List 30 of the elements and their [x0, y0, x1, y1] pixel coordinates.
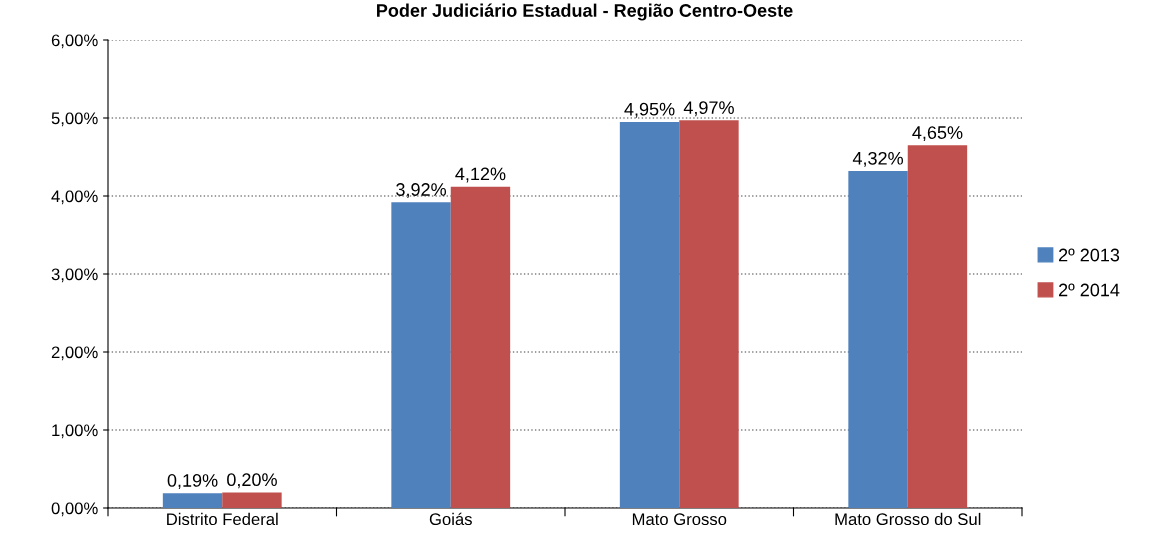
bar — [162, 493, 223, 508]
data-label: 0,19% — [167, 474, 218, 489]
data-label: 4,97% — [683, 101, 734, 117]
y-tick-label: 6,00% — [51, 34, 98, 49]
bar — [679, 120, 739, 508]
data-label: 3,92% — [396, 183, 446, 199]
data-label: 4,12% — [455, 167, 506, 183]
bar — [619, 121, 680, 508]
data-label: 4,65% — [912, 126, 963, 142]
y-tick-label: 0,00% — [51, 502, 98, 517]
data-label: 0,20% — [227, 473, 277, 489]
bar — [391, 202, 451, 508]
bar — [450, 186, 511, 508]
x-tick-label: Mato Grosso do Sul — [835, 512, 981, 526]
bar — [222, 492, 282, 508]
x-tick-label: Distrito Federal — [167, 512, 278, 526]
y-tick-label: 4,00% — [51, 190, 98, 205]
y-tick-label: 1,00% — [52, 424, 98, 439]
x-tick-label: Mato Grosso — [632, 513, 727, 526]
y-tick-label: 3,00% — [51, 268, 98, 283]
x-tick-label: Goiás — [429, 512, 472, 526]
chart-title: Poder Judiciário Estadual - Região Centro-Oeste — [377, 3, 793, 21]
legend-label: 2º 2013 — [1059, 248, 1120, 262]
bar — [907, 145, 968, 508]
y-tick-label: 2,00% — [51, 346, 98, 361]
data-label: 4,95% — [624, 102, 675, 118]
legend-label: 2º 2014 — [1059, 283, 1120, 297]
bar — [848, 171, 908, 508]
data-label: 4,32% — [852, 151, 903, 167]
y-tick-label: 5,00% — [51, 112, 98, 127]
